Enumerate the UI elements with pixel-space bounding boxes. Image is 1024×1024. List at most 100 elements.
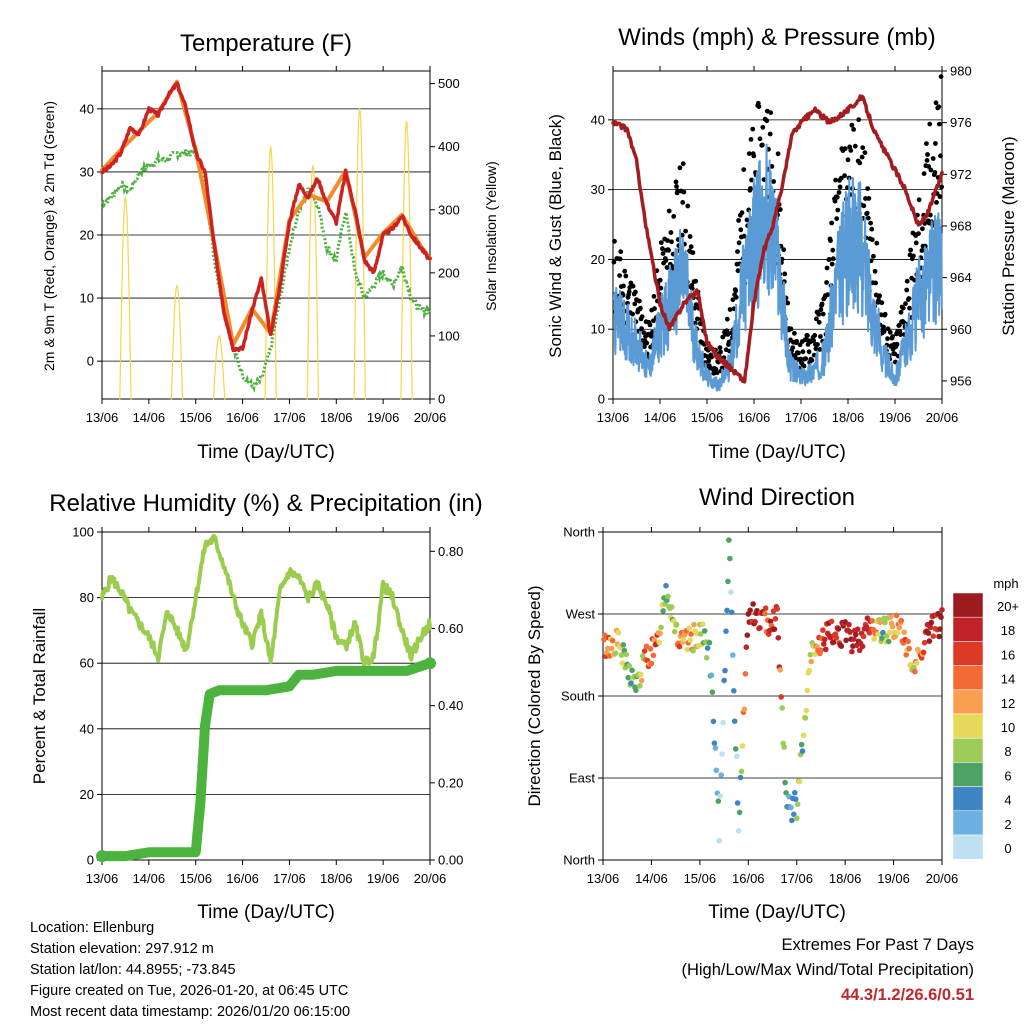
direction-point	[626, 663, 632, 669]
temperature-x-tick-label: 14/06	[133, 410, 166, 425]
direction-point	[709, 689, 716, 695]
gust-point	[744, 217, 750, 223]
gust-point	[811, 338, 816, 343]
gust-point	[733, 294, 739, 300]
colorbar-swatch	[952, 786, 984, 812]
direction-point	[939, 607, 945, 613]
gust-point	[687, 234, 693, 239]
gust-point	[746, 151, 752, 157]
direction-point	[847, 629, 853, 635]
gust-point	[777, 207, 783, 212]
direction-point	[875, 631, 881, 637]
gust-point	[851, 126, 856, 132]
winds-y2-tick-label: 972	[950, 167, 972, 182]
gust-point	[812, 333, 818, 338]
colorbar-label: 14	[1001, 672, 1015, 687]
direction-point	[894, 630, 901, 636]
gust-point	[896, 322, 902, 328]
direction-point	[671, 628, 678, 635]
figure-created: Figure created on Tue, 2026-01-20, at 06…	[30, 983, 349, 999]
station-info: Location: Ellenburg Station elevation: 2…	[30, 918, 350, 1023]
direction-point	[885, 638, 892, 645]
gust-point	[860, 145, 866, 151]
direction-point	[901, 629, 907, 635]
direction-point	[691, 621, 697, 628]
gust-point	[612, 238, 617, 244]
gust-point	[668, 230, 674, 235]
gust-point	[724, 316, 730, 322]
gust-point	[736, 240, 742, 246]
direction-point	[903, 652, 909, 658]
direction-point	[743, 644, 750, 650]
humidity-y2-tick-label: 0.40	[438, 698, 463, 713]
humidity-x-tick-label: 20/06	[414, 871, 447, 886]
gust-point	[874, 240, 880, 246]
direction-point	[838, 643, 845, 649]
temperature-y-tick-label: 40	[80, 101, 94, 116]
gust-point	[764, 118, 770, 124]
gust-point	[869, 237, 875, 243]
direction-point	[710, 718, 717, 725]
humidity-y-tick-label: 100	[72, 525, 94, 540]
gust-point	[680, 200, 686, 205]
gust-point	[641, 330, 647, 335]
gust-point	[733, 288, 739, 294]
direction-y-tick-label: East	[569, 771, 595, 786]
direction-point	[925, 630, 932, 636]
gust-point	[903, 301, 908, 307]
latest-timestamp: Most recent data timestamp: 2026/01/20 0…	[30, 1004, 351, 1020]
gust-point	[630, 283, 636, 289]
direction-point	[637, 683, 643, 689]
direction-point	[663, 582, 669, 589]
direction-point	[794, 801, 801, 808]
gust-point	[652, 306, 657, 311]
direction-point	[912, 668, 918, 675]
gust-point	[669, 239, 674, 245]
winds-y2-tick-label: 980	[950, 64, 972, 79]
gust-point	[829, 220, 834, 226]
gust-point	[900, 305, 906, 311]
direction-x-tick-label: 16/06	[732, 871, 765, 886]
gust-point	[882, 311, 888, 317]
direction-point	[742, 671, 749, 677]
direction-point	[722, 667, 728, 674]
temperature-y2-tick-label: 500	[438, 76, 460, 91]
gust-point	[767, 131, 773, 137]
winds-x-tick-label: 19/06	[879, 410, 912, 425]
gust-point	[814, 316, 819, 322]
direction-y-tick-label: North	[563, 525, 595, 540]
direction-point	[625, 674, 631, 681]
gust-point	[832, 198, 838, 204]
temperature-x-tick-label: 15/06	[179, 410, 212, 425]
gust-point	[757, 136, 763, 142]
gust-point	[872, 268, 878, 274]
gust-point	[911, 253, 916, 259]
direction-point	[724, 607, 730, 614]
gust-point	[816, 312, 822, 317]
gust-point	[936, 104, 942, 110]
winds-y2-tick-label: 960	[950, 322, 972, 337]
solar-insolation-line	[264, 146, 277, 400]
direction-point	[686, 625, 692, 632]
temperature-x-tick-label: 13/06	[86, 410, 119, 425]
direction-point	[928, 619, 935, 626]
direction-point	[789, 817, 795, 824]
direction-point	[792, 789, 798, 796]
direction-point	[725, 578, 731, 585]
gust-point	[842, 146, 848, 152]
gust-point	[671, 214, 677, 219]
direction-point	[762, 610, 768, 617]
gust-point	[719, 365, 725, 371]
gust-point	[709, 354, 714, 360]
gust-point	[638, 305, 643, 311]
gust-point	[836, 190, 842, 195]
gust-point	[924, 158, 930, 163]
gust-point	[730, 297, 736, 303]
direction-point	[628, 680, 634, 686]
direction-point	[937, 626, 943, 632]
gust-point	[842, 173, 847, 179]
winds-y-tick-label: 10	[591, 322, 605, 337]
gust-point	[930, 156, 936, 161]
temperature-x-tick-label: 18/06	[320, 410, 353, 425]
gust-point	[706, 358, 712, 364]
